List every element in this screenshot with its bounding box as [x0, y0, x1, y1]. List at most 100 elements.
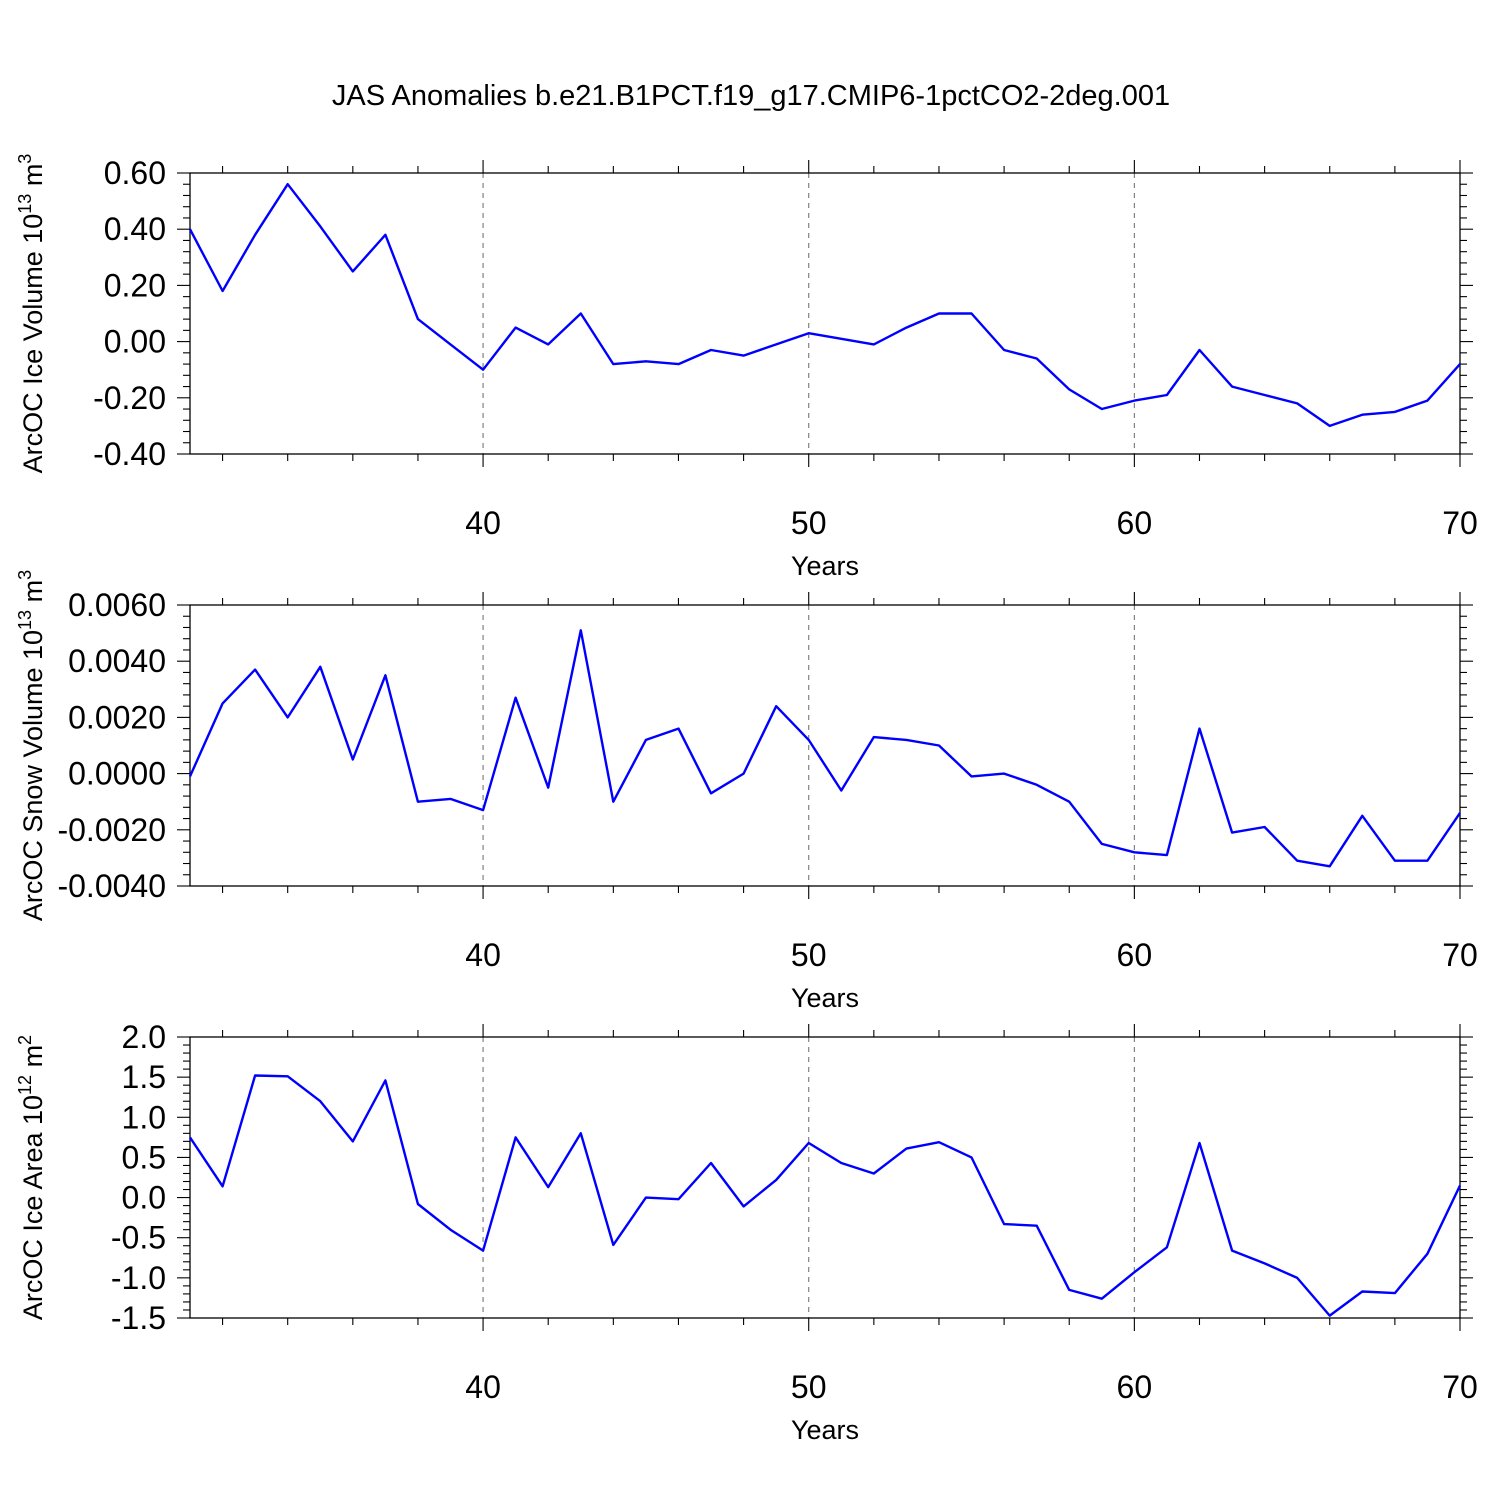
data-point [676, 1197, 680, 1201]
data-point [611, 800, 615, 804]
data-point [904, 1147, 908, 1151]
y-axis-label: ArcOC Ice Area 1012 m2 [15, 1035, 48, 1320]
data-point [481, 368, 485, 372]
data-point [351, 269, 355, 273]
data-point [872, 735, 876, 739]
data-point [514, 1135, 518, 1139]
data-point [937, 1140, 941, 1144]
data-point [839, 337, 843, 341]
data-point [286, 715, 290, 719]
data-point [1230, 831, 1234, 835]
y-tick-label: 0.00 [104, 324, 166, 360]
plot-frame [189, 1036, 1461, 1319]
y-tick-label: -1.0 [111, 1260, 166, 1296]
x-tick-label: 40 [465, 1369, 501, 1405]
data-point [1035, 1224, 1039, 1228]
data-point [1100, 1297, 1104, 1301]
y-axis-label-text: ArcOC Snow Volume 10 [18, 630, 48, 921]
y-tick-label: -0.20 [93, 380, 166, 416]
data-point [449, 797, 453, 801]
data-point [742, 354, 746, 358]
data-point [1002, 348, 1006, 352]
data-point [286, 1074, 290, 1078]
data-point [1393, 1291, 1397, 1295]
data-point [286, 182, 290, 186]
data-point [221, 1184, 225, 1188]
data-point [1458, 811, 1462, 815]
data-point [1458, 362, 1462, 366]
data-point [514, 696, 518, 700]
data-point [1067, 800, 1071, 804]
y-axis-label-text: ArcOC Ice Area 10 [18, 1095, 48, 1320]
data-point [253, 233, 257, 237]
x-tick-label: 40 [465, 505, 501, 541]
data-point [449, 1228, 453, 1232]
data-point [579, 1131, 583, 1135]
panels: 40 50 60 70 Years -0.40 -0.20 0.00 0.20 0.40 0.60 A… [15, 154, 1478, 1445]
data-point [416, 800, 420, 804]
y-axis-label-unit: m [18, 164, 48, 194]
data-point [1132, 850, 1136, 854]
data-point [872, 342, 876, 346]
data-point [1360, 413, 1364, 417]
data-point [221, 289, 225, 293]
data-point [1100, 407, 1104, 411]
y-tick-label: 2.0 [122, 1019, 166, 1055]
data-point [188, 1135, 192, 1139]
x-tick-label: 50 [791, 937, 827, 973]
x-tick-label: 70 [1442, 937, 1478, 973]
data-point [611, 1243, 615, 1247]
data-point [1263, 393, 1267, 397]
data-point [839, 1161, 843, 1165]
data-point [904, 738, 908, 742]
data-point [1263, 825, 1267, 829]
data-point [416, 1202, 420, 1206]
data-point [481, 1249, 485, 1253]
x-axis-label: Years [791, 551, 859, 581]
y-tick-label: -0.0020 [57, 812, 166, 848]
data-point [807, 738, 811, 742]
data-point [807, 1141, 811, 1145]
data-point [318, 224, 322, 228]
data-point [579, 312, 583, 316]
data-point [1002, 772, 1006, 776]
data-point [514, 326, 518, 330]
plot-frame [189, 172, 1461, 455]
data-point [1360, 1290, 1364, 1294]
y-axis-label-unit-exponent: 3 [15, 570, 35, 580]
data-point [1197, 727, 1201, 731]
data-point [709, 1161, 713, 1165]
data-point [676, 727, 680, 731]
y-axis-label-exponent: 12 [15, 1075, 35, 1095]
data-point [1393, 859, 1397, 863]
data-point [351, 1139, 355, 1143]
data-point [1067, 387, 1071, 391]
data-point [383, 673, 387, 677]
data-point [1458, 1184, 1462, 1188]
data-point [904, 326, 908, 330]
x-tick-label: 50 [791, 1369, 827, 1405]
data-point [546, 1185, 550, 1189]
data-point [1132, 399, 1136, 403]
data-point [1165, 1245, 1169, 1249]
data-point [1425, 399, 1429, 403]
y-axis-label-unit: m [18, 1045, 48, 1075]
data-point [1328, 864, 1332, 868]
figure-title: JAS Anomalies b.e21.B1PCT.f19_g17.CMIP6-… [332, 80, 1170, 112]
data-point [742, 772, 746, 776]
data-point [1425, 1252, 1429, 1256]
data-point [188, 227, 192, 231]
data-point [644, 359, 648, 363]
data-point [1002, 1222, 1006, 1226]
data-point [644, 738, 648, 742]
data-point [644, 1196, 648, 1200]
y-axis-label-unit-exponent: 3 [15, 154, 35, 164]
x-axis-label: Years [791, 1415, 859, 1445]
data-point [1197, 1141, 1201, 1145]
x-tick-label: 60 [1117, 1369, 1153, 1405]
data-point [970, 774, 974, 778]
data-point [1067, 1288, 1071, 1292]
y-axis-label-exponent: 13 [15, 610, 35, 630]
data-point [351, 758, 355, 762]
